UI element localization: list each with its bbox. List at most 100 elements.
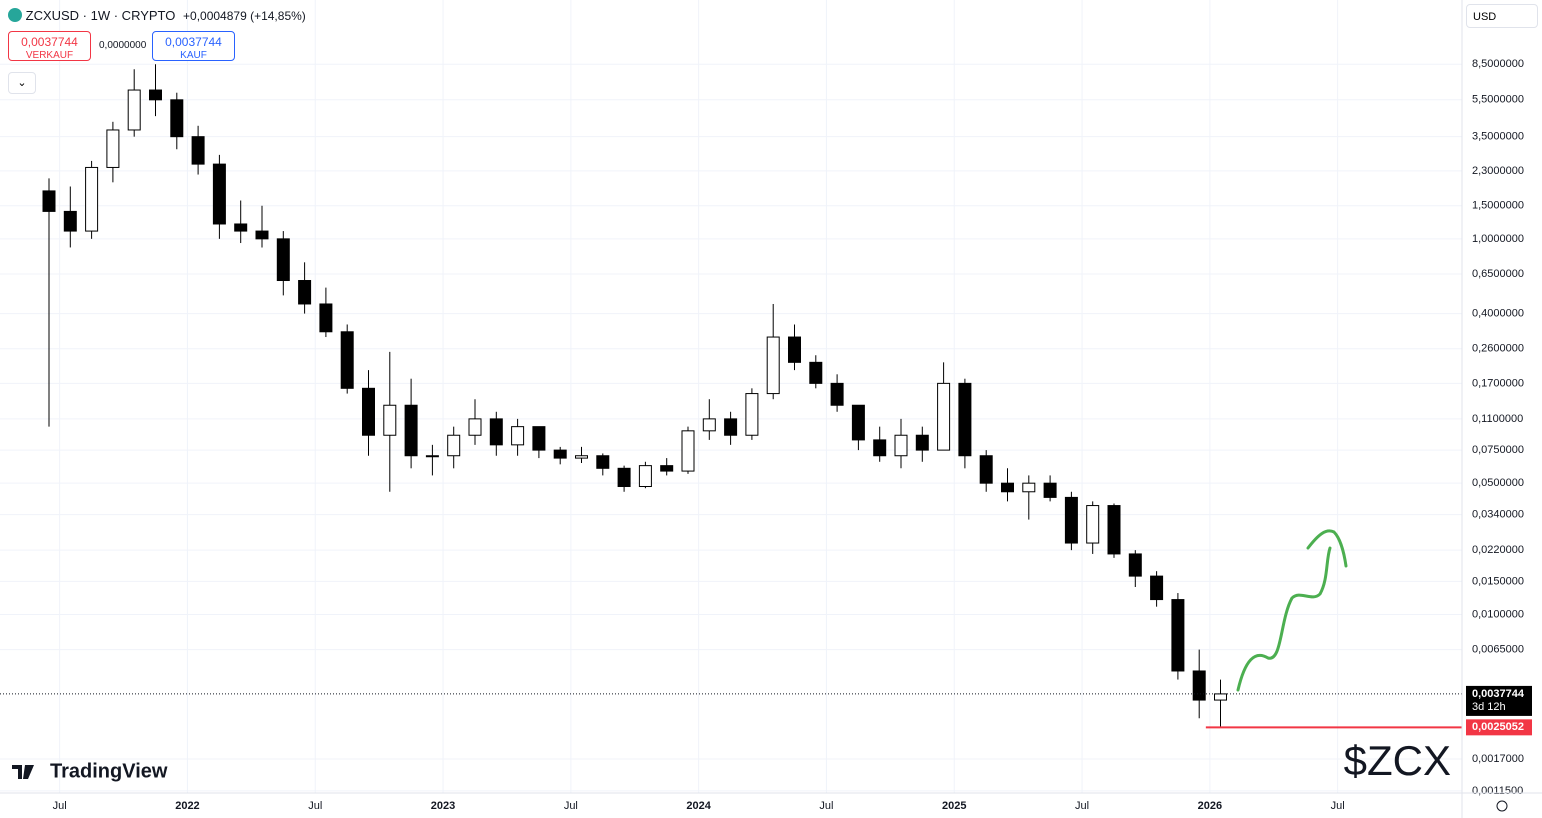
candle-body — [617, 467, 631, 488]
candle-body — [191, 136, 205, 165]
y-tick-label: 0,2600000 — [1472, 343, 1524, 355]
y-tick-label: 0,0011500 — [1472, 785, 1523, 797]
buy-label: KAUF — [180, 50, 207, 61]
candle-body — [425, 455, 439, 458]
candle-body — [468, 418, 482, 436]
y-tick-label: 0,0340000 — [1472, 509, 1524, 521]
countdown: 3d 12h — [1472, 701, 1506, 713]
x-tick-label: Jul — [1075, 800, 1089, 812]
buy-price: 0,0037744 — [165, 35, 222, 49]
logo: TradingView — [12, 760, 168, 782]
y-tick-label: 5,5000000 — [1472, 94, 1524, 106]
y-tick-label: 0,1100000 — [1472, 413, 1523, 425]
candle-body — [1192, 670, 1206, 701]
candle-body — [404, 404, 418, 457]
candle-body — [788, 336, 801, 363]
y-tick-label: 0,0150000 — [1472, 575, 1524, 587]
x-tick-label: 2025 — [942, 800, 966, 812]
axes: 8,5000000 5,5000000 3,5000000 2,3000000 1,50… — [53, 58, 1524, 812]
candle-body — [1064, 496, 1078, 544]
candle-body — [830, 382, 844, 406]
candle-body — [1150, 575, 1164, 601]
header: ZCXUSD · 1W · CRYPTO +0,0004879 (+14,85%… — [8, 8, 306, 23]
x-tick-label: 2024 — [686, 800, 711, 812]
y-tick-label: 0,1700000 — [1472, 377, 1524, 389]
y-tick-label: 8,5000000 — [1472, 58, 1524, 70]
y-tick-label: 0,0750000 — [1472, 444, 1524, 456]
candle-body — [660, 465, 674, 472]
candle-body — [915, 434, 929, 451]
collapse-button[interactable]: ⌄ — [8, 72, 36, 94]
candle-body — [85, 166, 99, 232]
settings-icon[interactable] — [1496, 800, 1508, 812]
candle-body — [724, 418, 738, 436]
candle-body — [170, 99, 184, 138]
ticker-note: $ZCX — [1344, 737, 1451, 784]
candle-body — [234, 223, 248, 232]
candle-body — [447, 434, 461, 457]
candle-body — [149, 89, 162, 101]
candle-body — [489, 418, 503, 446]
candle-body — [63, 210, 77, 232]
candle-body — [1128, 553, 1142, 577]
candle-body — [1086, 505, 1100, 544]
candle-body — [958, 382, 972, 457]
y-tick-label: 2,3000000 — [1472, 165, 1524, 177]
candle-body — [319, 303, 333, 333]
candle-body — [702, 418, 716, 432]
x-tick-label: Jul — [308, 800, 322, 812]
low-line-label: 0,0025052 — [1472, 721, 1524, 733]
candle-body — [511, 426, 525, 446]
y-tick-label: 1,0000000 — [1472, 233, 1524, 245]
y-tick-label: 0,6500000 — [1472, 268, 1524, 280]
x-tick-label: Jul — [1331, 800, 1345, 812]
currency: USD — [1473, 11, 1497, 23]
candle-body — [340, 331, 354, 389]
annotation-curve — [1236, 546, 1332, 692]
candle-body — [809, 361, 823, 384]
x-tick-label: 2022 — [175, 800, 199, 812]
y-tick-label: 3,5000000 — [1472, 131, 1524, 143]
sell-label: VERKAUF — [25, 50, 74, 61]
candle-body — [212, 163, 226, 225]
annotation-curve — [1306, 529, 1348, 568]
last-price-label: 0,0037744 — [1472, 688, 1525, 700]
brand-name: TradingView — [50, 760, 168, 782]
y-tick-label: 0,0500000 — [1472, 477, 1524, 489]
candle-body — [979, 455, 993, 484]
candle-body — [106, 129, 120, 168]
candle-body — [553, 449, 567, 459]
candle-body — [766, 336, 780, 395]
y-tick-label: 0,0220000 — [1472, 544, 1524, 556]
low-line-box — [1466, 719, 1532, 736]
change: +0,0004879 (+14,85%) — [183, 9, 306, 23]
x-tick-label: 2026 — [1198, 800, 1222, 812]
candle-body — [362, 387, 375, 436]
grid — [0, 0, 1462, 793]
coin-icon — [8, 8, 22, 22]
candle-body — [851, 404, 865, 441]
x-tick-label: Jul — [564, 800, 578, 812]
y-tick-label: 0,0065000 — [1472, 643, 1524, 655]
candle-body — [575, 455, 588, 459]
candle-body — [276, 238, 290, 282]
spread: 0,0000000 — [99, 40, 147, 51]
candle-body — [937, 382, 951, 451]
currency-select[interactable]: USD — [1466, 4, 1538, 28]
symbol: ZCXUSD · 1W · CRYPTO — [25, 8, 176, 23]
x-tick-label: Jul — [819, 800, 833, 812]
candle-body — [1043, 482, 1057, 498]
buy-button[interactable]: 0,0037744 KAUF — [152, 31, 235, 61]
candle-body — [127, 89, 141, 131]
candle-body — [298, 280, 312, 305]
candle-body — [42, 190, 56, 212]
sell-button[interactable]: 0,0037744 VERKAUF — [8, 31, 91, 61]
candle-body — [873, 439, 887, 457]
candles — [42, 64, 1227, 728]
candle-body — [1214, 693, 1227, 701]
y-tick-label: 1,5000000 — [1472, 200, 1524, 212]
candle-body — [1001, 482, 1014, 493]
